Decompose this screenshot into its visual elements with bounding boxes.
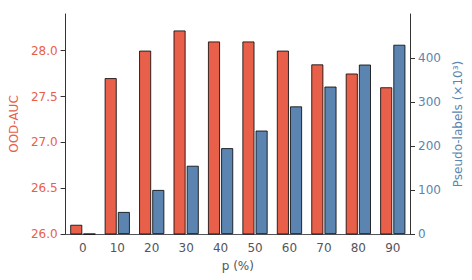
- svg-text:0: 0: [79, 241, 87, 255]
- svg-text:27.5: 27.5: [31, 90, 58, 104]
- svg-text:40: 40: [213, 241, 228, 255]
- svg-text:50: 50: [247, 241, 262, 255]
- svg-text:60: 60: [282, 241, 297, 255]
- svg-text:26.5: 26.5: [31, 181, 58, 195]
- svg-text:26.0: 26.0: [31, 227, 58, 241]
- svg-text:OOD-AUC: OOD-AUC: [7, 95, 21, 153]
- svg-text:90: 90: [385, 241, 400, 255]
- svg-text:200: 200: [418, 139, 441, 153]
- svg-text:27.0: 27.0: [31, 135, 58, 149]
- svg-text:28.0: 28.0: [31, 44, 58, 58]
- svg-text:Pseudo-labels (×10³): Pseudo-labels (×10³): [451, 61, 465, 187]
- svg-text:300: 300: [418, 95, 441, 109]
- svg-text:20: 20: [144, 241, 159, 255]
- svg-text:400: 400: [418, 51, 441, 65]
- svg-text:80: 80: [351, 241, 366, 255]
- svg-text:30: 30: [179, 241, 194, 255]
- svg-text:0: 0: [418, 227, 426, 241]
- svg-text:10: 10: [110, 241, 125, 255]
- svg-text:p (%): p (%): [222, 259, 254, 273]
- svg-text:70: 70: [316, 241, 331, 255]
- svg-text:100: 100: [418, 183, 441, 197]
